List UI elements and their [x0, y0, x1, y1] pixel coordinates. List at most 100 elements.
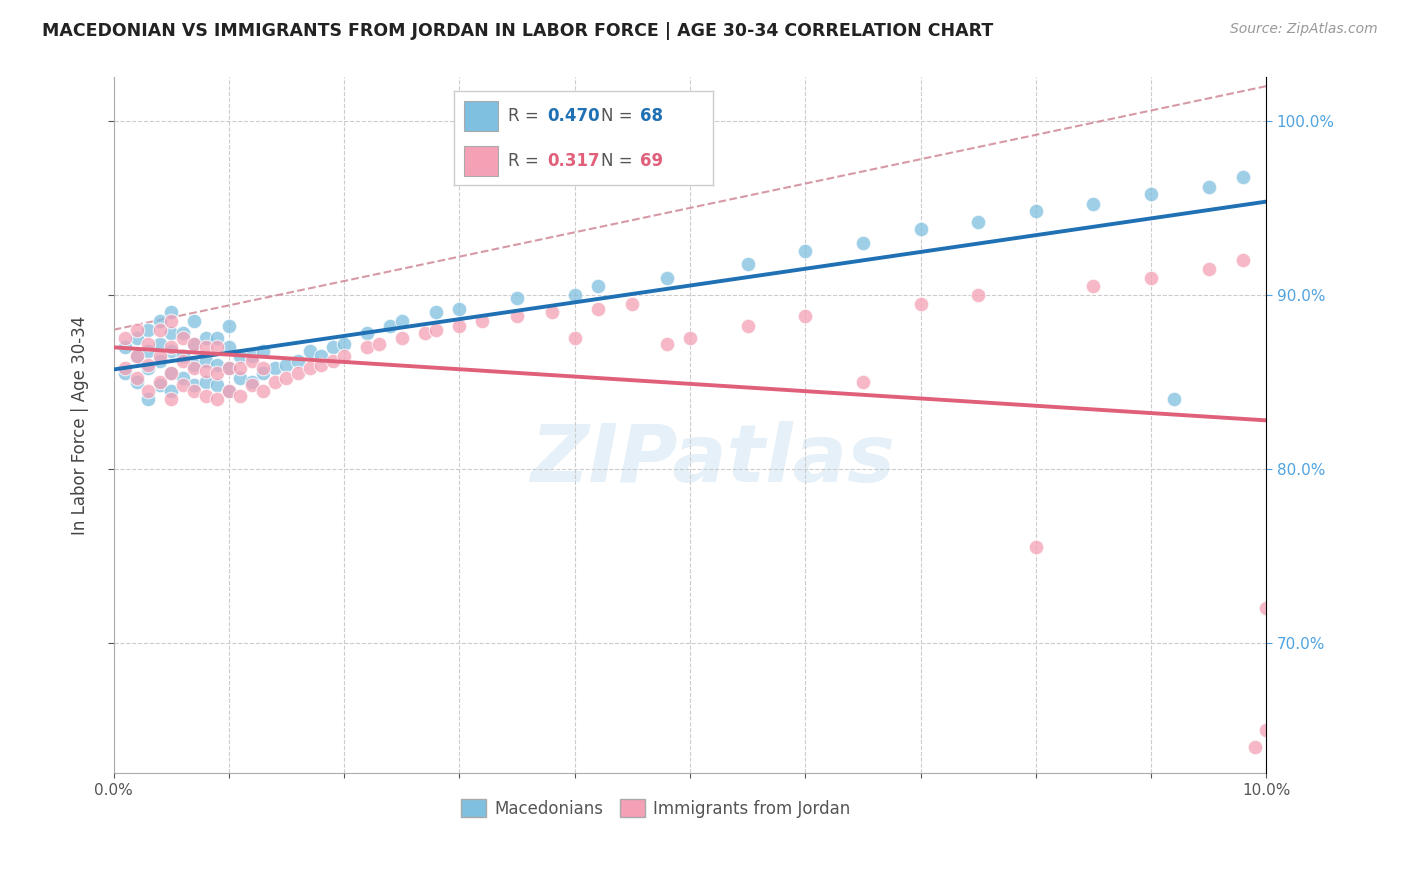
- Point: [114, 361, 136, 376]
- Point: [506, 309, 529, 323]
- Point: [367, 336, 389, 351]
- Point: [1256, 723, 1278, 737]
- Point: [114, 366, 136, 380]
- Point: [356, 326, 378, 341]
- Point: [149, 375, 172, 389]
- Point: [333, 349, 356, 363]
- Point: [194, 354, 217, 368]
- Point: [737, 319, 759, 334]
- Point: [160, 305, 183, 319]
- Point: [252, 361, 274, 376]
- Point: [136, 336, 159, 351]
- Point: [218, 319, 240, 334]
- Point: [218, 384, 240, 398]
- Point: [737, 257, 759, 271]
- Point: [356, 340, 378, 354]
- Point: [149, 349, 172, 363]
- Point: [1232, 169, 1254, 184]
- Point: [229, 349, 252, 363]
- Point: [391, 314, 413, 328]
- Point: [1198, 261, 1220, 276]
- Point: [298, 343, 321, 358]
- Point: [160, 343, 183, 358]
- Point: [194, 389, 217, 403]
- Point: [136, 358, 159, 372]
- Point: [564, 331, 586, 345]
- Point: [1083, 197, 1105, 211]
- Point: [160, 314, 183, 328]
- Point: [149, 354, 172, 368]
- Point: [183, 361, 205, 376]
- Point: [449, 301, 471, 316]
- Point: [679, 331, 702, 345]
- Point: [172, 349, 194, 363]
- Point: [136, 323, 159, 337]
- Point: [333, 336, 356, 351]
- Point: [160, 326, 183, 341]
- Point: [322, 340, 344, 354]
- Point: [1140, 270, 1163, 285]
- Point: [413, 326, 436, 341]
- Point: [264, 375, 287, 389]
- Point: [252, 343, 274, 358]
- Point: [183, 358, 205, 372]
- Point: [276, 371, 298, 385]
- Point: [276, 358, 298, 372]
- Point: [114, 340, 136, 354]
- Point: [160, 366, 183, 380]
- Point: [967, 215, 990, 229]
- Point: [425, 305, 447, 319]
- Point: [1198, 180, 1220, 194]
- Point: [449, 319, 471, 334]
- Point: [183, 336, 205, 351]
- Point: [114, 331, 136, 345]
- Point: [794, 309, 817, 323]
- Legend: Macedonians, Immigrants from Jordan: Macedonians, Immigrants from Jordan: [454, 793, 856, 824]
- Point: [183, 384, 205, 398]
- Point: [322, 354, 344, 368]
- Point: [309, 349, 332, 363]
- Point: [125, 371, 148, 385]
- Point: [172, 354, 194, 368]
- Point: [218, 384, 240, 398]
- Point: [655, 270, 678, 285]
- Point: [298, 361, 321, 376]
- Point: [160, 366, 183, 380]
- Point: [309, 358, 332, 372]
- Point: [207, 366, 229, 380]
- Point: [967, 288, 990, 302]
- Point: [207, 358, 229, 372]
- Point: [1232, 253, 1254, 268]
- Point: [136, 392, 159, 407]
- Point: [229, 371, 252, 385]
- Point: [207, 378, 229, 392]
- Text: MACEDONIAN VS IMMIGRANTS FROM JORDAN IN LABOR FORCE | AGE 30-34 CORRELATION CHAR: MACEDONIAN VS IMMIGRANTS FROM JORDAN IN …: [42, 22, 994, 40]
- Point: [194, 364, 217, 378]
- Point: [506, 292, 529, 306]
- Point: [240, 354, 263, 368]
- Point: [380, 319, 402, 334]
- Point: [1025, 204, 1047, 219]
- Point: [252, 384, 274, 398]
- Point: [207, 392, 229, 407]
- Point: [252, 366, 274, 380]
- Point: [229, 361, 252, 376]
- Point: [194, 340, 217, 354]
- Point: [240, 375, 263, 389]
- Y-axis label: In Labor Force | Age 30-34: In Labor Force | Age 30-34: [72, 316, 89, 535]
- Point: [125, 323, 148, 337]
- Point: [425, 323, 447, 337]
- Point: [149, 336, 172, 351]
- Point: [287, 366, 309, 380]
- Point: [207, 340, 229, 354]
- Point: [160, 384, 183, 398]
- Point: [910, 222, 932, 236]
- Point: [172, 378, 194, 392]
- Point: [218, 340, 240, 354]
- Point: [149, 378, 172, 392]
- Point: [586, 301, 609, 316]
- Point: [125, 375, 148, 389]
- Point: [194, 331, 217, 345]
- Point: [172, 331, 194, 345]
- Point: [172, 326, 194, 341]
